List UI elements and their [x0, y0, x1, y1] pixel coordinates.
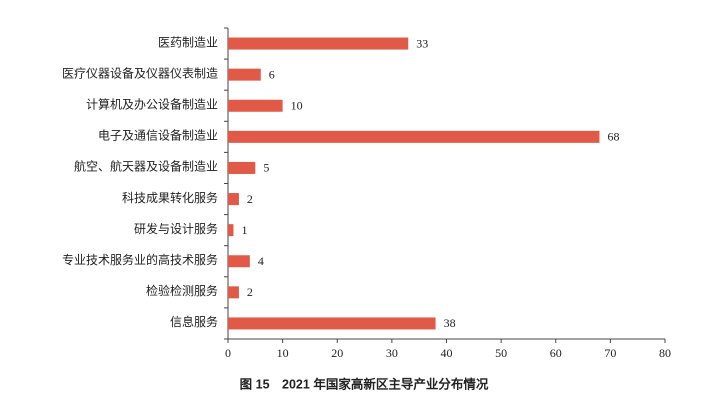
value-label: 2 — [247, 285, 253, 299]
x-tick-label: 70 — [604, 346, 616, 360]
y-tick-label: 专业技术服务业的高技术服务 — [62, 252, 218, 267]
bar — [228, 286, 239, 299]
value-label: 10 — [291, 99, 303, 113]
y-tick-label: 科技成果转化服务 — [122, 190, 218, 205]
value-label: 2 — [247, 192, 253, 206]
y-tick-label: 研发与设计服务 — [134, 221, 218, 236]
bar — [228, 37, 409, 50]
bar — [228, 130, 600, 143]
x-tick-label: 60 — [550, 346, 562, 360]
bar — [228, 161, 256, 174]
value-label: 1 — [241, 223, 247, 237]
y-tick-label: 检验检测服务 — [146, 283, 218, 298]
value-label: 5 — [263, 161, 269, 175]
bar — [228, 193, 239, 206]
bar — [228, 255, 250, 268]
value-label: 38 — [444, 316, 456, 330]
y-tick-label: 信息服务 — [170, 314, 218, 329]
chart-title: 图 15 2021 年国家高新区主导产业分布情况 — [240, 376, 489, 391]
value-label: 33 — [416, 36, 428, 50]
bar — [228, 68, 261, 81]
y-tick-label: 医药制造业 — [158, 35, 218, 49]
x-tick-label: 30 — [386, 346, 398, 360]
x-tick-label: 10 — [277, 346, 289, 360]
x-tick-label: 0 — [225, 346, 231, 360]
x-tick-label: 80 — [659, 346, 671, 360]
x-tick-label: 40 — [441, 346, 453, 360]
value-label: 6 — [269, 67, 275, 81]
x-tick-label: 20 — [331, 346, 343, 360]
bar — [228, 224, 234, 237]
y-tick-label: 计算机及办公设备制造业 — [86, 97, 218, 112]
y-tick-label: 电子及通信设备制造业 — [98, 129, 218, 143]
bar — [228, 317, 436, 330]
y-tick-label: 医疗仪器设备及仪器仪表制造 — [62, 66, 218, 80]
value-label: 68 — [607, 130, 619, 144]
x-tick-label: 50 — [495, 346, 507, 360]
y-tick-label: 航空、航天器及设备制造业 — [74, 159, 218, 174]
value-label: 4 — [258, 254, 264, 268]
bar — [228, 99, 283, 112]
